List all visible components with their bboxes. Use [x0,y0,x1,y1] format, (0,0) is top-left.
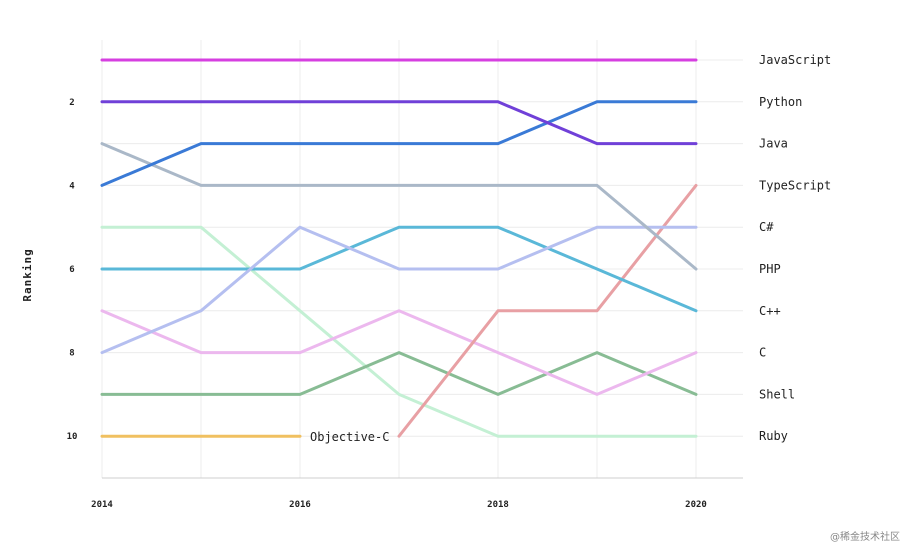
series-label: TypeScript [759,178,831,192]
series-label: Java [759,137,788,151]
watermark: @稀金技术社区 [830,530,900,543]
objective-c-annotation: Objective-C [310,430,389,444]
series-label: Python [759,95,802,109]
series-line-php [100,225,698,313]
y-axis-label: Ranking [21,248,34,301]
series-label: PHP [759,262,781,276]
series-line-c [100,309,698,396]
series-line-c- [397,183,698,438]
y-tick-label: 6 [69,265,74,275]
series-label: Shell [759,387,795,401]
series-line-typescript [100,142,698,271]
y-tick-label: 2 [69,98,74,108]
series-line-python [100,100,698,146]
series-lines [100,58,698,438]
series-line-java [100,100,698,187]
axes: 2014 2016 2018 2020 2 4 6 8 10 [67,98,743,510]
series-label: C++ [759,304,781,318]
series-label: Ruby [759,429,788,443]
series-line-c- [100,225,698,355]
y-tick-label: 8 [69,349,74,359]
series-label: C [759,346,766,360]
grid [101,40,743,478]
series-label: C# [759,220,774,234]
x-tick-label: 2014 [91,500,113,510]
y-tick-label: 4 [69,181,75,191]
x-tick-label: 2018 [487,500,509,510]
x-tick-label: 2020 [685,500,707,510]
y-tick-label: 10 [67,432,78,442]
series-label: JavaScript [759,53,831,67]
x-tick-label: 2016 [289,500,311,510]
series-line-ruby [100,225,698,438]
series-labels: JavaScript Python Java TypeScript C# PHP C++ C S… [759,53,831,443]
series-line-shell [100,351,698,396]
